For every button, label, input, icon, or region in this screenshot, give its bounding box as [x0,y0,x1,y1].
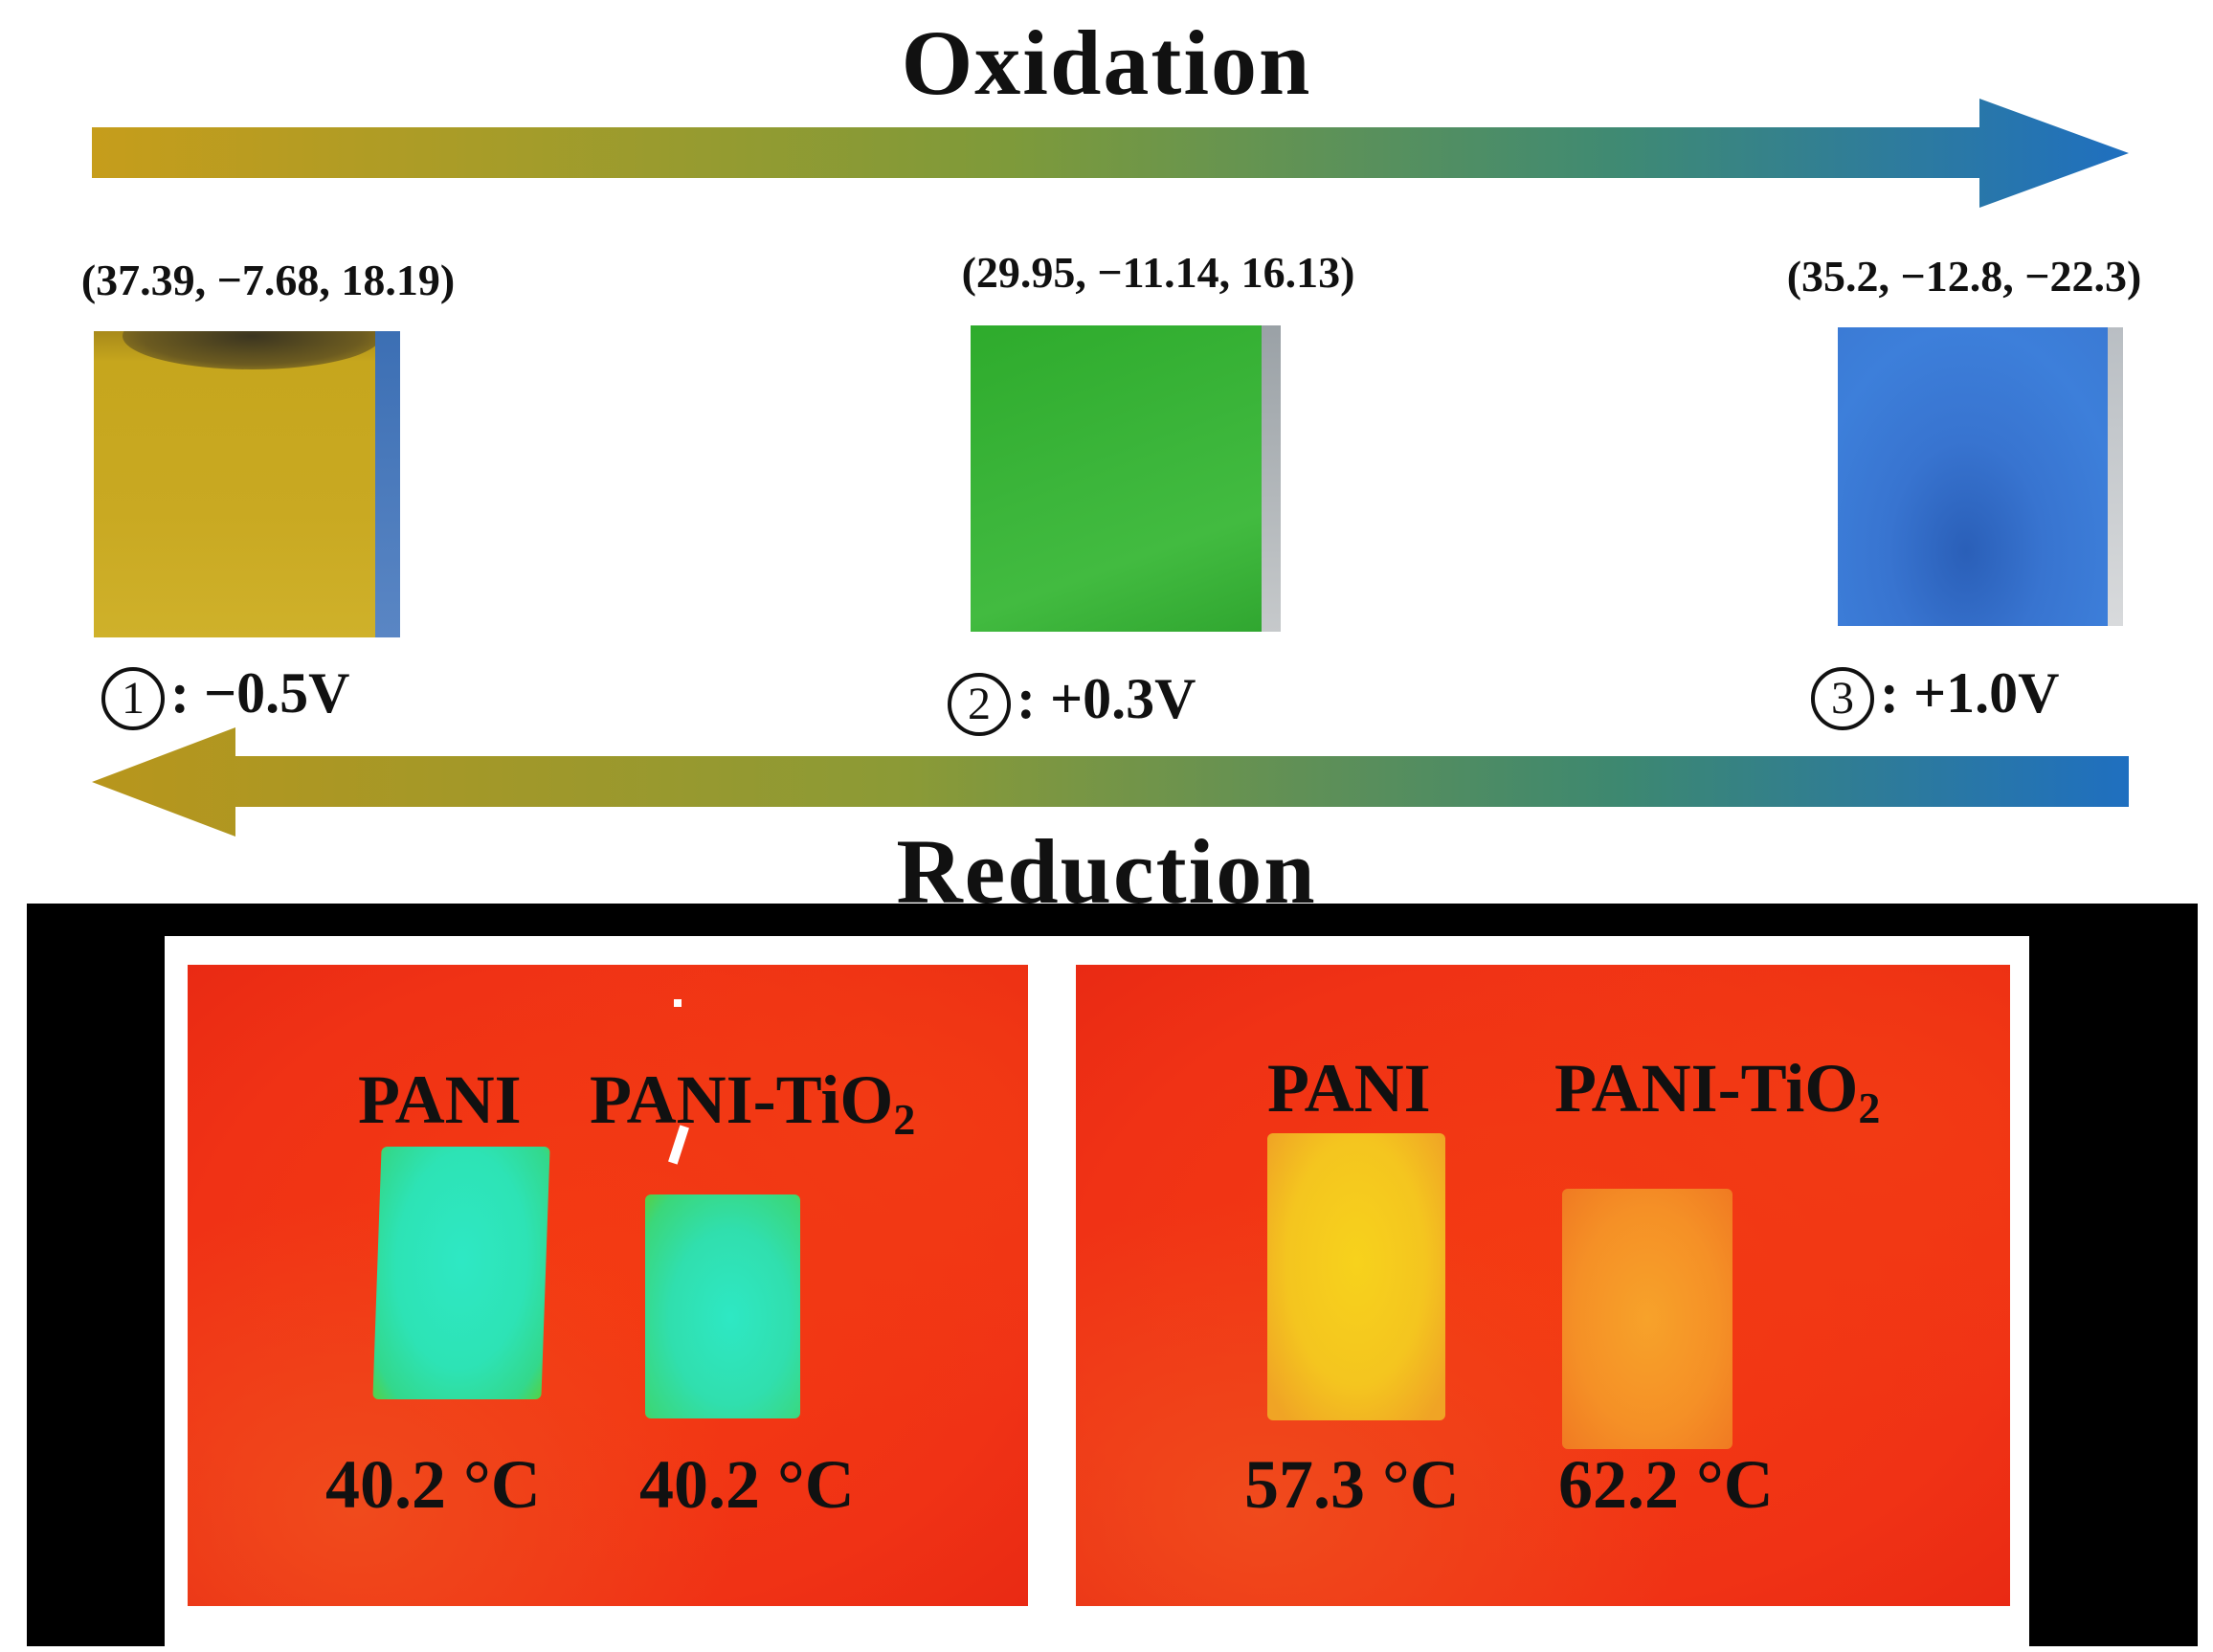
oxidation-arrow [92,99,2129,208]
sample-2-voltage-row: 2: +0.3V [948,666,1196,737]
label-pani-tio2-right: PANI-TiO2 [1554,1050,1881,1132]
label-pani-tio2-left: PANI-TiO2 [590,1061,916,1144]
circled-number-1: 1 [101,667,165,731]
sample-3-voltage: : +1.0V [1880,661,2060,725]
sample-2-coords: (29.95, −11.14, 16.13) [961,248,1355,297]
temp-pani-tio2-right: 62.2 °C [1558,1446,1774,1523]
circled-number-2: 2 [948,673,1011,737]
reduction-arrow [92,727,2129,837]
glare-dot [674,999,682,1007]
sample-1-voltage: : −0.5V [170,661,350,725]
sample-1-edge [375,331,400,637]
oxidation-label: Oxidation [901,11,1312,114]
circled-number-3: 3 [1811,667,1874,731]
temp-pani-left: 40.2 °C [325,1446,541,1523]
label-pani-left: PANI [358,1061,522,1138]
sample-1-voltage-row: 1: −0.5V [101,660,350,731]
sample-1-coords: (37.39, −7.68, 18.19) [80,256,456,304]
sample-1-shadow [123,331,381,369]
pani-tio2-sample-right [1562,1189,1732,1449]
temp-pani-right: 57.3 °C [1244,1446,1460,1523]
sample-3-film [1838,327,2123,626]
sample-2-film [971,325,1281,632]
sample-3-coords: (35.2, −12.8, −22.3) [1786,252,2142,301]
sample-2-edge [1262,325,1281,632]
pani-tio2-sample-left [645,1194,800,1418]
sample-2-voltage: : +0.3V [1017,667,1196,730]
thermal-image-right [1076,965,2010,1606]
temp-pani-tio2-left: 40.2 °C [639,1446,855,1523]
sample-1-film [94,331,400,637]
pani-sample-left [372,1147,550,1399]
label-pani-right: PANI [1267,1050,1431,1127]
sample-3-voltage-row: 3: +1.0V [1811,660,2060,731]
pani-sample-right [1267,1133,1445,1420]
thermal-image-left [188,965,1028,1606]
sample-3-edge [2108,327,2123,626]
